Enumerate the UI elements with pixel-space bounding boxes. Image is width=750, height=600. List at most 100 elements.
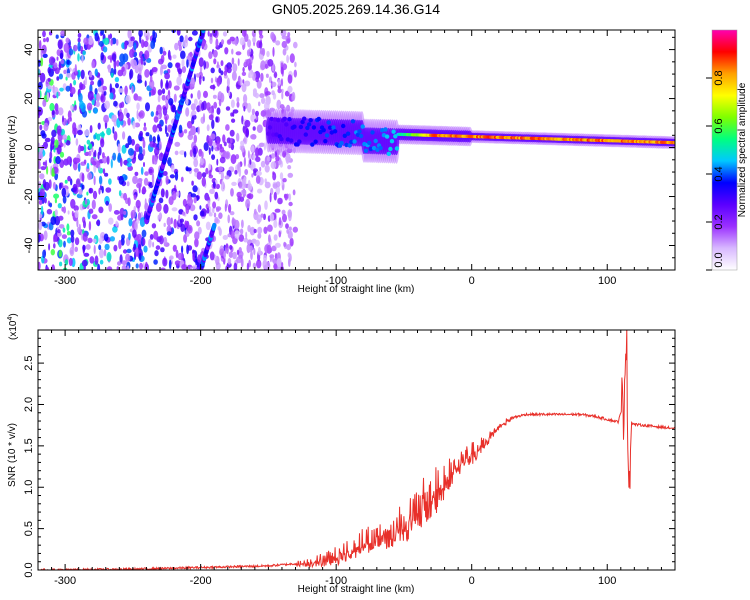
noise-blob [150,111,154,117]
y-tick-label: 2.5 [23,355,35,370]
noise-blob [127,39,134,48]
noise-blob [203,90,208,98]
noise-blob [197,187,200,196]
noise-blob [263,101,270,111]
noise-blob [110,38,113,46]
colorbar-frame [711,29,738,271]
noise-blob [233,262,238,270]
noise-blob [92,238,97,243]
noise-blob [238,181,243,189]
noise-blob [98,175,103,185]
noise-blob [126,265,130,270]
noise-blob [294,61,297,68]
noise-blob [291,91,296,102]
noise-blob [96,220,100,226]
tone-core [357,129,362,134]
noise-blob [64,179,68,184]
noise-blob [104,243,110,251]
noise-blob [256,259,262,269]
noise-blob [252,88,257,93]
noise-blob [91,98,95,106]
noise-blob [245,198,251,209]
noise-blob [284,194,288,201]
noise-blob [190,103,196,111]
x-tick-label: -100 [325,575,347,587]
noise-blob [248,69,254,79]
noise-blob [149,75,153,83]
noise-blob [67,210,70,215]
noise-blob [45,159,48,169]
noise-blob [168,259,172,270]
noise-blob [238,167,242,177]
noise-blob [108,178,112,185]
y-tick-label: -20 [23,189,35,205]
noise-blob [201,176,206,187]
noise-blob [94,88,98,95]
noise-blob [66,223,70,232]
noise-blob [136,96,142,101]
noise-blob [181,264,188,270]
noise-blob [274,208,281,213]
noise-blob [261,97,266,104]
noise-blob [263,226,268,234]
noise-blob [50,249,55,256]
noise-blob [132,175,138,185]
noise-blob [231,71,237,81]
noise-blob [65,73,72,78]
noise-blob [191,180,194,186]
noise-blob [167,157,172,167]
noise-blob [250,114,256,122]
noise-blob [174,171,179,181]
noise-blob [54,103,59,112]
noise-blob [280,78,284,87]
noise-blob [183,234,188,243]
noise-blob [49,102,55,112]
noise-blob [74,237,80,246]
noise-blob [65,85,71,92]
noise-blob [165,175,169,186]
noise-blob [234,170,238,175]
noise-blob [144,50,150,60]
noise-blob [186,120,193,129]
noise-blob [285,155,290,164]
noise-blob [269,192,272,203]
noise-blob [98,40,104,47]
noise-blob [286,54,289,64]
noise-blob [242,66,245,73]
noise-blob [147,32,150,39]
colorbar-ticks: 0.0 0.2 0.4 0.6 0.8 [706,70,725,271]
noise-blob [274,242,281,248]
tone-core [321,128,326,133]
noise-blob [51,264,56,270]
noise-blob [257,204,262,213]
noise-blob [201,151,204,159]
noise-blob [206,124,210,132]
noise-blob [267,224,273,232]
noise-blob [257,226,263,235]
noise-blob [195,258,198,266]
noise-blob [259,47,264,55]
noise-blob [231,57,235,65]
noise-blob [171,104,176,113]
noise-blob [272,183,278,189]
x-tick-label: 100 [598,575,616,587]
noise-blob [46,208,53,215]
noise-blob [215,116,219,123]
noise-blob [98,164,101,171]
noise-blob [287,85,293,93]
spectrogram-marks [38,30,675,270]
tone-core [316,116,321,122]
noise-blob [162,257,168,267]
snr-series-line [38,330,675,570]
noise-blob [117,69,124,77]
noise-blob [247,150,250,159]
colorbar: 0.0 0.2 0.4 0.6 0.8 Normalized spectral ampl… [706,29,748,271]
noise-blob [167,94,170,100]
noise-blob [163,222,166,227]
tone-core [297,139,302,144]
noise-blob [145,102,150,112]
noise-blob [53,234,56,243]
noise-blob [287,209,293,218]
tone-core [303,132,308,137]
noise-blob [55,109,59,115]
